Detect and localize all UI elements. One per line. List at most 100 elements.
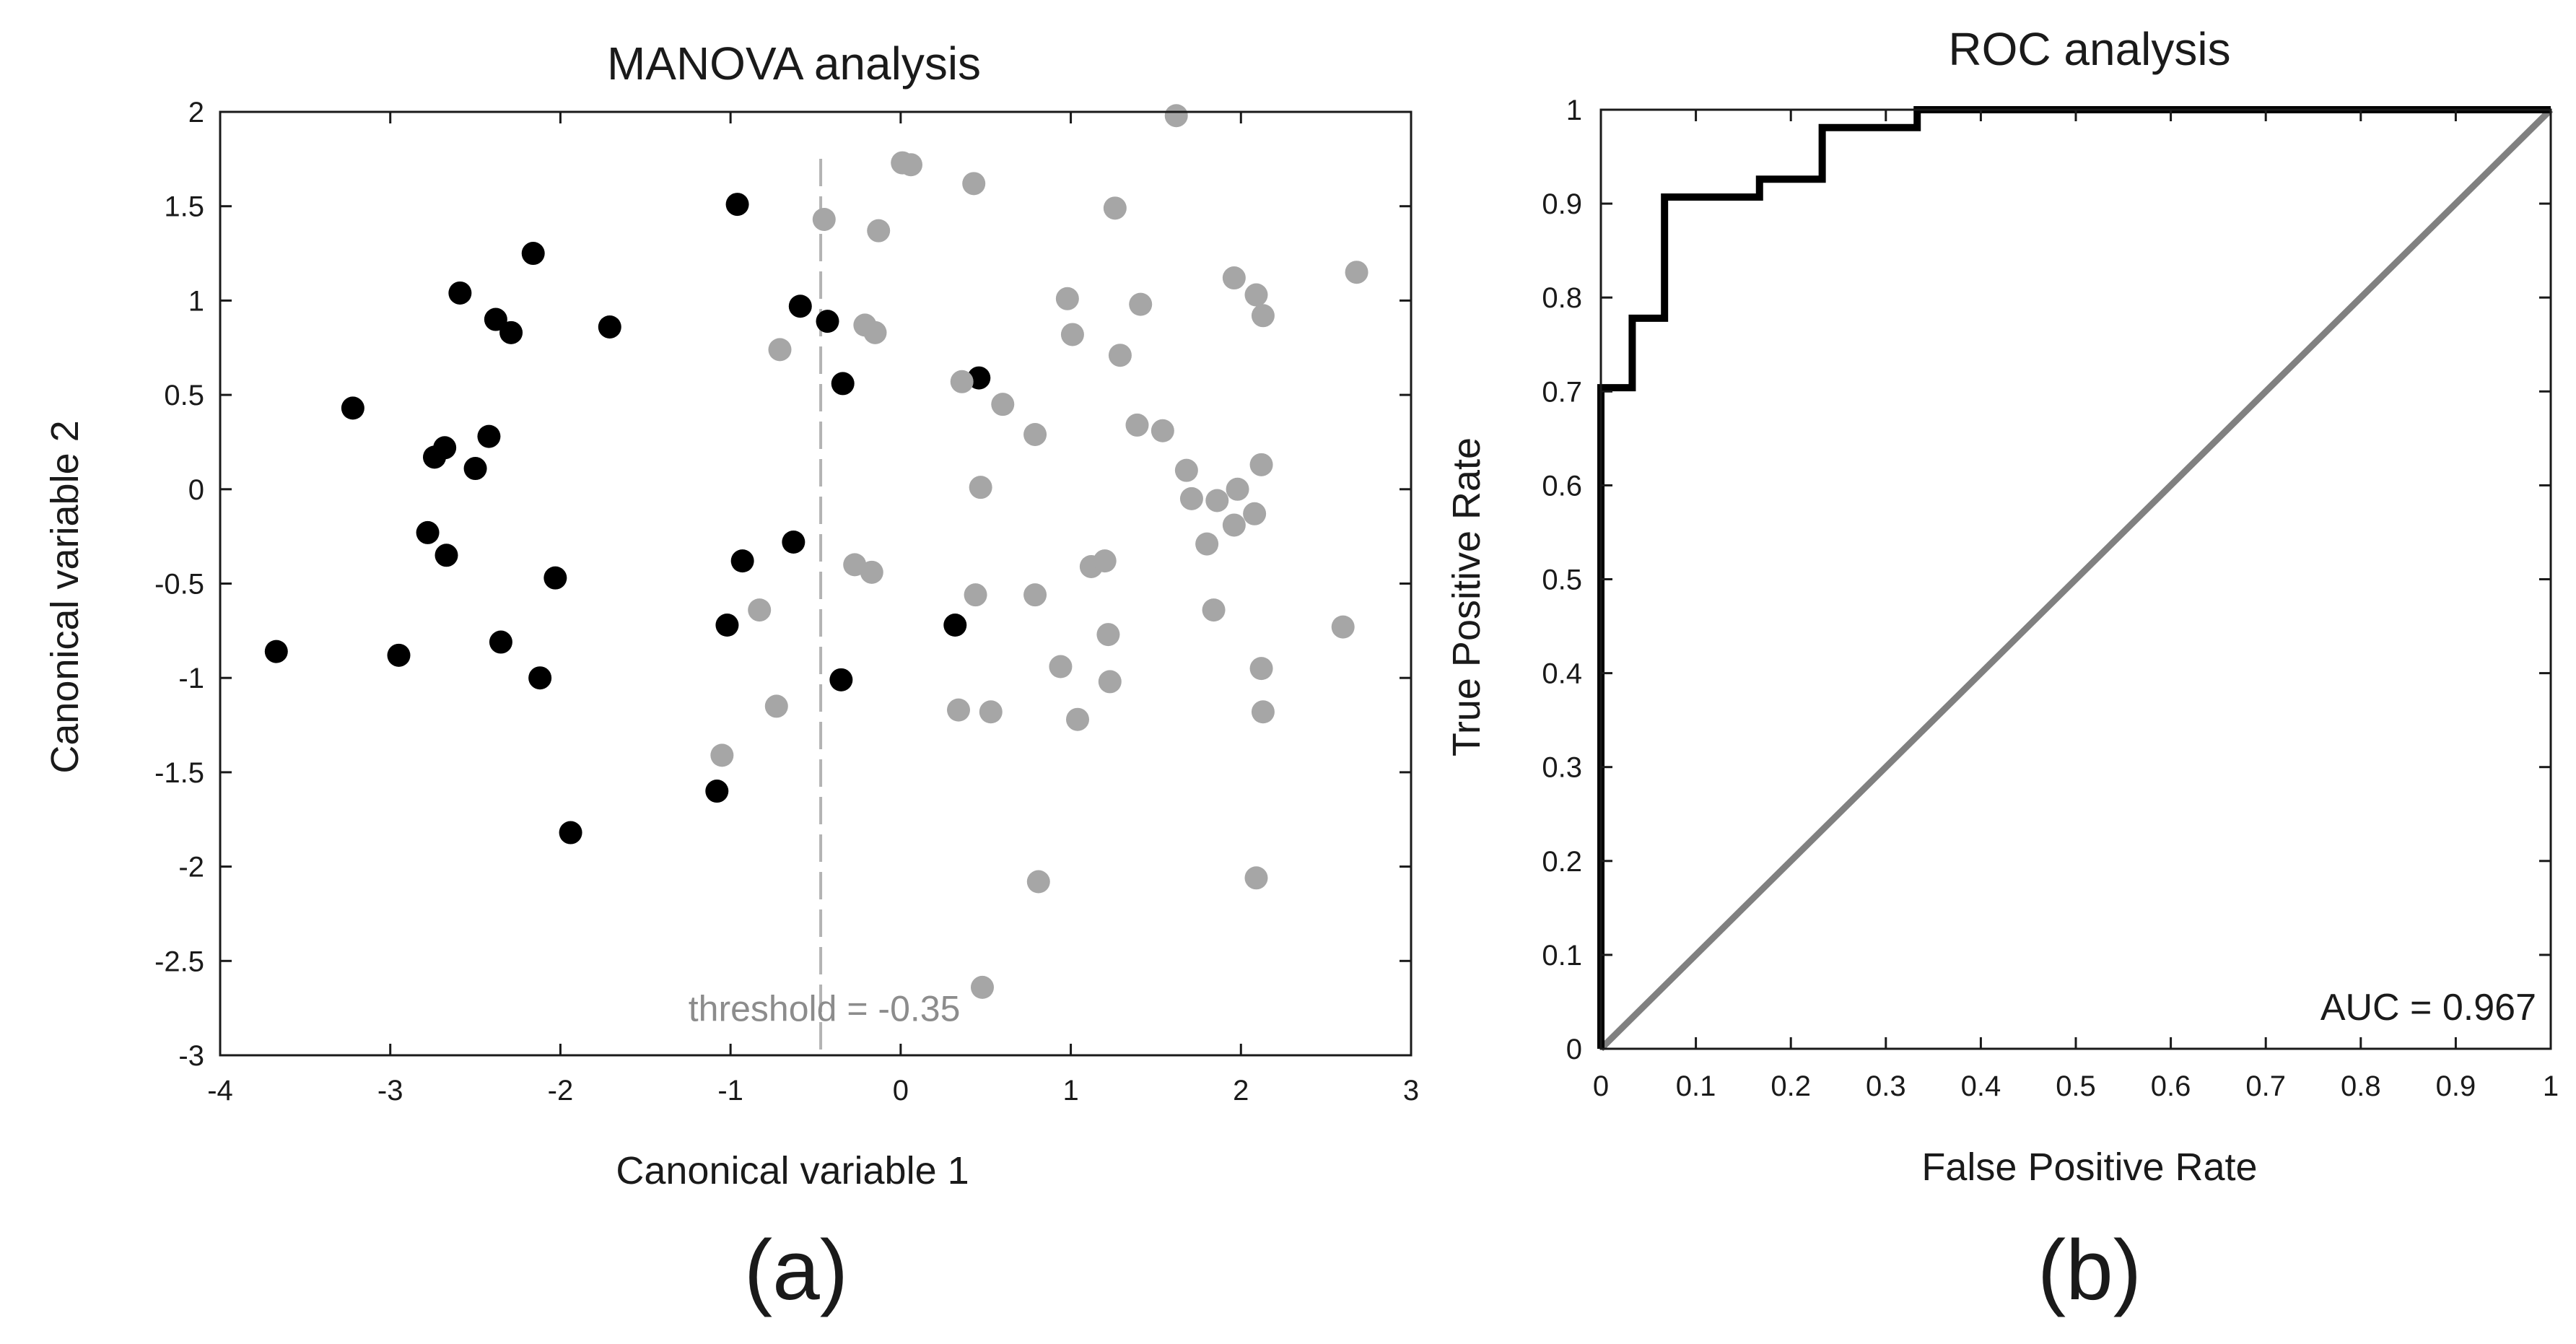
roc-x-tick-label: 0.5 [2056,1070,2096,1102]
scatter-point-gray [1226,477,1249,501]
manova-title: MANOVA analysis [607,38,981,90]
manova-y-tick-label: -2.5 [154,946,204,977]
manova-plot-frame [219,110,1413,1057]
scatter-point-gray [969,476,992,499]
scatter-point-black [499,320,523,344]
scatter-point-black [598,315,621,339]
scatter-point-gray [860,560,883,584]
scatter-point-black [341,396,364,420]
scatter-point-gray [899,153,922,177]
scatter-point-black [730,549,754,573]
roc-x-tick-label: 0.4 [1961,1070,2001,1102]
scatter-point-gray [764,694,788,718]
scatter-point-gray [971,975,994,999]
scatter-point-gray [1195,532,1219,556]
scatter-point-gray [1060,323,1084,346]
roc-y-tick-label: 0.2 [1542,846,1582,878]
scatter-point-gray [1251,304,1275,328]
scatter-point-black [264,640,288,663]
threshold-label: threshold = -0.35 [689,989,961,1029]
roc-y-tick-label: 0.8 [1542,282,1582,314]
roc-x-tick-label: 0.8 [2341,1070,2381,1102]
scatter-point-gray [1179,486,1203,510]
scatter-point-gray [1244,866,1268,890]
scatter-point-gray [1098,670,1122,694]
manova-x-tick-label: -2 [548,1075,574,1107]
roc-x-tick-label: 0.1 [1676,1070,1716,1102]
manova-y-tick-label: 2 [188,97,204,128]
roc-x-axis-label: False Positive Rate [1921,1146,2257,1189]
roc-y-tick-label: 0.1 [1542,940,1582,972]
roc-y-tick-label: 0.7 [1542,376,1582,408]
manova-panel: MANOVA analysis -3 -2.5 -2 -1.5 -1 -0.5 0 0.5 1 1… [43,38,1419,1318]
scatter-point-black [448,281,472,305]
roc-x-tick-label: 0 [1593,1070,1609,1102]
scatter-point-black [543,566,567,590]
panel-label-a: (a) [744,1223,848,1318]
scatter-point-gray [1243,502,1267,525]
scatter-point-gray [1129,292,1153,316]
roc-title: ROC analysis [1948,23,2230,75]
scatter-point-gray [1108,344,1132,367]
roc-y-tick-label: 0.4 [1542,658,1582,690]
roc-panel: ROC analysis 0 0.1 0.2 0.3 0.4 0.5 0.6 0.7 0.8 0.… [1445,23,2559,1318]
manova-y-tick-label: -0.5 [154,569,204,601]
manova-x-tick-label: 2 [1233,1075,1249,1107]
scatter-point-gray [748,598,772,622]
scatter-point-gray [812,207,836,231]
scatter-point-gray [1103,196,1127,220]
scatter-point-black [489,630,512,654]
roc-y-axis-label: True Positive Rate [1445,437,1488,756]
scatter-point-gray [1174,458,1198,482]
scatter-point-black [477,424,501,448]
scatter-point-black [463,457,487,481]
scatter-point-black [416,520,440,544]
scatter-point-gray [768,338,792,362]
roc-chance-line [1598,107,2554,1052]
manova-x-tick-label: 0 [893,1075,909,1107]
roc-y-tick-label: 0.5 [1542,564,1582,596]
manova-x-axis-label: Canonical variable 1 [616,1149,969,1192]
scatter-point-gray [962,172,986,196]
scatter-point-gray [1345,261,1368,284]
scatter-point-gray [1249,657,1273,681]
roc-x-tick-label: 0.7 [2245,1070,2286,1102]
manova-y-tick-label: 0.5 [164,380,204,411]
scatter-point-black [559,821,582,845]
scatter-point-gray [1023,422,1047,446]
scatter-point-gray [1055,287,1079,310]
scatter-point-gray [1023,583,1047,607]
scatter-point-black [433,436,457,460]
roc-y-tick-label: 0.9 [1542,188,1582,220]
scatter-point-black [816,310,839,333]
scatter-point-black [484,307,507,331]
scatter-point-black [715,614,739,637]
scatter-point-gray [1026,870,1050,894]
scatter-point-gray [950,370,974,393]
scatter-point-black [782,530,805,554]
scatter-point-black [705,780,729,803]
roc-y-tick-label: 0.3 [1542,752,1582,784]
roc-y-tick-label: 1 [1566,95,1582,126]
manova-y-tick-label: -3 [178,1040,204,1072]
scatter-point-gray [964,583,987,607]
scatter-point-gray [1202,598,1226,622]
scatter-point-gray [1066,707,1089,731]
panel-label-b: (b) [2038,1223,2141,1318]
roc-curve [1597,106,2551,1049]
scatter-point-gray [1251,700,1275,724]
roc-x-tick-label: 0.2 [1771,1070,1811,1102]
manova-y-tick-label: 1.5 [164,191,204,223]
scatter-point-black [943,614,967,637]
scatter-point-gray [1096,623,1120,647]
scatter-point-gray [867,219,891,243]
scatter-point-gray [1164,104,1188,128]
scatter-point-gray [710,743,734,767]
scatter-point-black [435,544,458,567]
scatter-point-gray [1331,615,1355,639]
roc-y-tick-label: 0.6 [1542,470,1582,502]
manova-y-tick-label: 0 [188,474,204,506]
roc-x-tick-label: 1 [2543,1070,2559,1102]
scatter-point-black [725,193,749,217]
